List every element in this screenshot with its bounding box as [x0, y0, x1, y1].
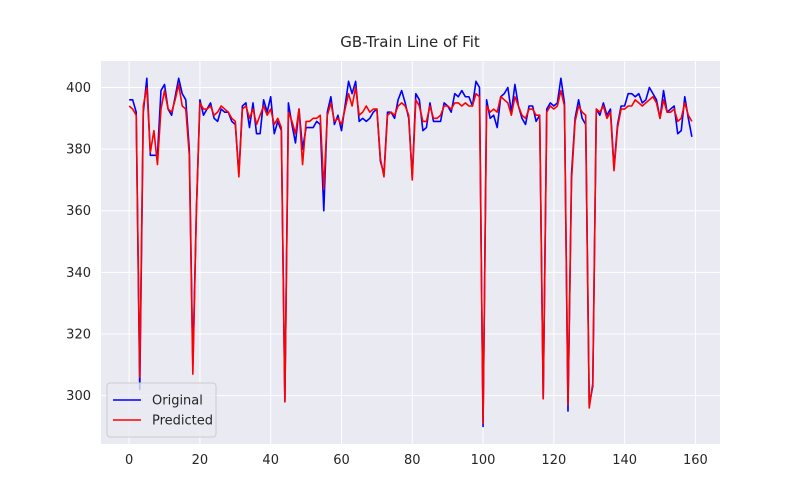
- x-tick-label: 0: [125, 453, 133, 468]
- y-tick-label: 300: [66, 389, 91, 404]
- y-tick-label: 380: [66, 143, 91, 158]
- y-tick-label: 400: [66, 81, 91, 96]
- x-tick-label: 100: [471, 453, 496, 468]
- legend-label: Predicted: [152, 414, 213, 429]
- x-tick-label: 20: [192, 453, 209, 468]
- x-tick-label: 60: [333, 453, 350, 468]
- legend: Original Predicted: [106, 382, 217, 438]
- chart-title: GB-Train Line of Fit: [340, 33, 480, 51]
- legend-box: [106, 382, 217, 438]
- x-tick-label: 40: [262, 453, 279, 468]
- legend-label: Original: [152, 394, 203, 409]
- x-tick-label: 80: [404, 453, 421, 468]
- y-tick-label: 320: [66, 327, 91, 342]
- x-tick-label: 140: [612, 453, 637, 468]
- x-tick-label: 160: [683, 453, 708, 468]
- data-line: [128, 83, 693, 425]
- x-tick-label: 120: [541, 453, 566, 468]
- y-tick-label: 340: [66, 266, 91, 281]
- y-tick-label: 360: [66, 204, 91, 219]
